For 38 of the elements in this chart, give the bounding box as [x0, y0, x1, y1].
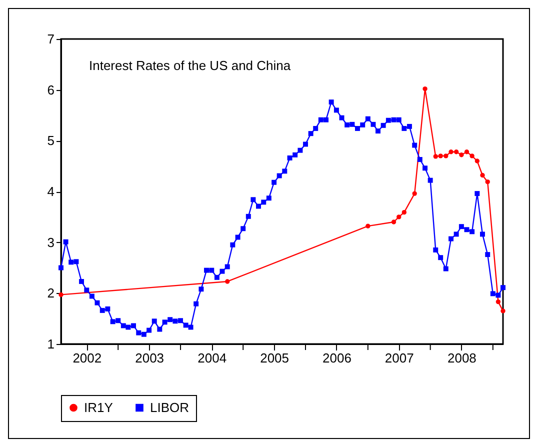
x-tick-label: 2008: [447, 350, 476, 366]
y-tick-label: 6: [47, 82, 54, 98]
x-tick-label: 2006: [322, 350, 352, 366]
point: [438, 154, 443, 158]
point: [396, 214, 402, 220]
point: [470, 154, 474, 158]
point: [444, 154, 448, 158]
text: Interest Rates of the US and China: [89, 58, 292, 73]
point: [454, 150, 459, 154]
point: [480, 172, 485, 178]
point: [58, 292, 64, 298]
point: [402, 210, 407, 215]
point: [422, 86, 428, 92]
legend-label: IR1Y: [84, 400, 114, 415]
y-tick-label: 4: [47, 184, 54, 199]
legend-label: LIBOR: [150, 400, 190, 415]
point: [496, 299, 501, 304]
x-tick-label: 2003: [135, 350, 164, 366]
point: [485, 180, 490, 184]
x-tick-label: 2004: [198, 350, 227, 366]
point: [366, 224, 370, 228]
y-tick-label: 7: [47, 32, 54, 46]
x-tick-label: 2007: [384, 350, 414, 366]
point: [459, 152, 464, 158]
x-tick-label: 2002: [72, 350, 102, 366]
point: [474, 158, 480, 164]
x-tick-label: 2005: [260, 350, 290, 366]
y-tick-label: 1: [47, 336, 54, 352]
point: [500, 308, 506, 314]
y-tick-label: 3: [47, 234, 54, 250]
point: [225, 279, 230, 284]
point: [391, 220, 396, 224]
point: [448, 150, 454, 154]
point: [412, 191, 417, 196]
point: [433, 154, 438, 159]
y-tick-label: 2: [47, 286, 54, 301]
point: [464, 150, 470, 154]
y-tick-label: 5: [47, 133, 54, 148]
